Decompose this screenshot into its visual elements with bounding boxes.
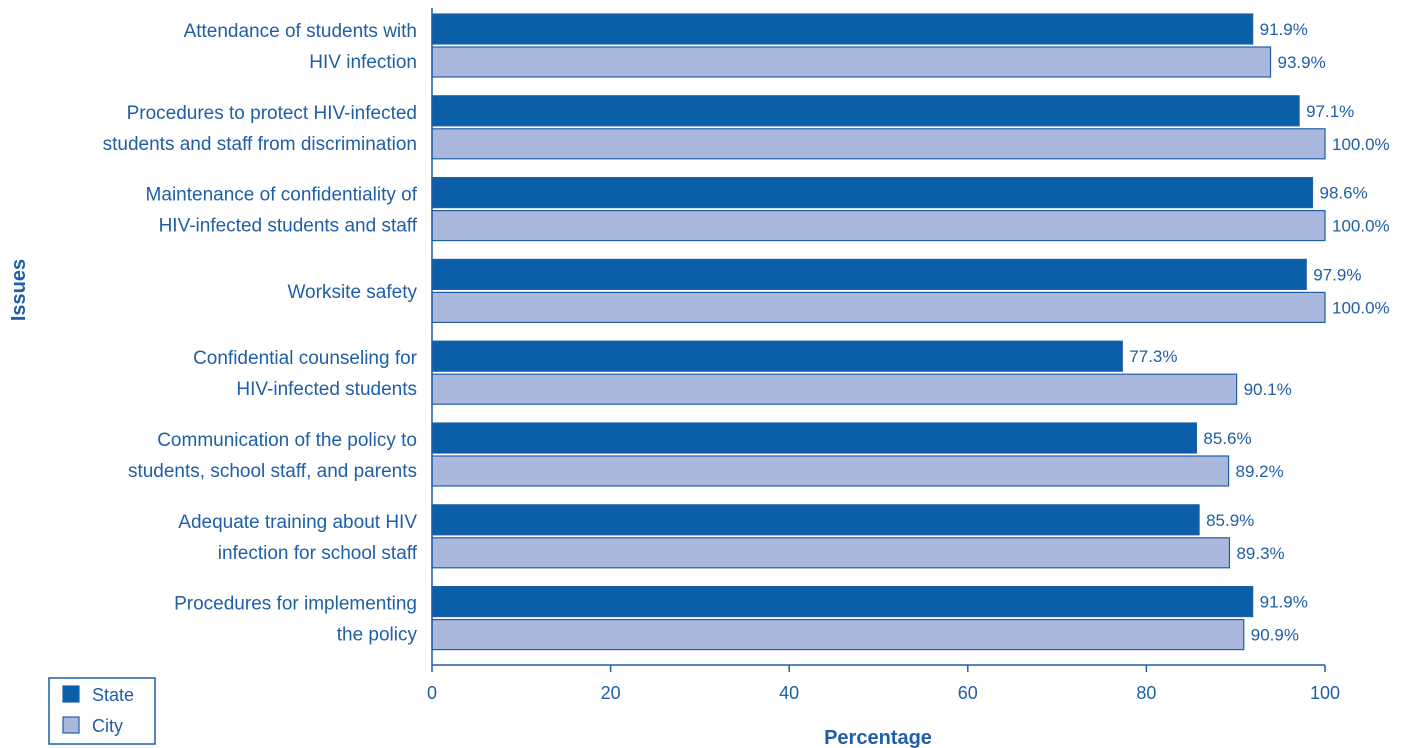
bar-city-8: [431, 618, 1245, 651]
data-label-city-3: 100.0%: [1332, 217, 1390, 236]
data-label-state-7: 85.9%: [1206, 511, 1254, 530]
data-label-city-6: 89.2%: [1236, 462, 1284, 481]
bar-state-1: [431, 13, 1254, 45]
y-axis-title: Issues: [8, 259, 30, 321]
legend-label-state: State: [92, 685, 134, 705]
data-label-state-1: 91.9%: [1260, 20, 1308, 39]
legend-swatch-city: [62, 716, 80, 734]
legend-label-city: City: [92, 716, 123, 736]
x-tick-label-100: 100: [1310, 683, 1340, 703]
bar-city-7: [431, 537, 1231, 569]
bar-city-4: [431, 291, 1326, 323]
bar-city-5: [431, 373, 1238, 405]
data-label-state-2: 97.1%: [1306, 102, 1354, 121]
bar-state-8: [431, 585, 1254, 618]
bar-city-2: [431, 128, 1326, 160]
bar-state-4: [431, 258, 1307, 290]
category-label-3: Maintenance of confidentiality of HIV-inf…: [146, 185, 418, 237]
data-label-state-5: 77.3%: [1129, 347, 1177, 366]
bar-state-2: [431, 95, 1300, 127]
bar-state-7: [431, 504, 1200, 536]
x-axis-title: Percentage: [824, 727, 932, 748]
data-label-state-4: 97.9%: [1313, 265, 1361, 284]
data-label-city-4: 100.0%: [1332, 298, 1390, 317]
x-tick-label-80: 80: [1136, 683, 1156, 703]
legend-swatch-state: [62, 685, 80, 703]
bar-city-6: [431, 455, 1230, 487]
data-label-city-7: 89.3%: [1236, 544, 1284, 563]
x-tick-label-40: 40: [779, 683, 799, 703]
labels-layer: Attendance of students with HIV infection…: [103, 21, 418, 646]
category-label-7: Adequate training about HIV infection for…: [178, 512, 417, 564]
bar-state-3: [431, 177, 1314, 209]
x-tick-label-0: 0: [427, 683, 437, 703]
bar-state-5: [431, 340, 1123, 372]
category-label-2: Procedures to protect HIV-infected studen…: [103, 103, 417, 155]
bar-city-3: [431, 210, 1326, 242]
bars-layer: 91.9% 93.9% 97.1% 100.0% 98.6% 100.0% 97.9% 100…: [431, 13, 1390, 651]
category-label-6: Communication of the policy to students, …: [128, 430, 417, 482]
category-label-1: Attendance of students with HIV infection: [184, 21, 417, 73]
data-label-state-6: 85.6%: [1203, 429, 1251, 448]
data-label-city-2: 100.0%: [1332, 135, 1390, 154]
data-label-city-5: 90.1%: [1244, 380, 1292, 399]
x-axis: 0 20 40 60 80 100: [427, 8, 1340, 703]
legend: State City: [48, 677, 156, 745]
bar-city-1: [431, 46, 1272, 78]
data-label-city-1: 93.9%: [1278, 53, 1326, 72]
data-label-city-8: 90.9%: [1251, 626, 1299, 645]
x-tick-label-60: 60: [958, 683, 978, 703]
x-tick-label-20: 20: [601, 683, 621, 703]
category-label-4: Worksite safety: [287, 282, 417, 303]
data-label-state-3: 98.6%: [1319, 184, 1367, 203]
category-label-8: Procedures for implementing the policy: [174, 594, 417, 646]
bar-state-6: [431, 422, 1198, 454]
data-label-state-8: 91.9%: [1260, 593, 1308, 612]
category-label-5: Confidential counseling for HIV-infected …: [193, 348, 418, 400]
